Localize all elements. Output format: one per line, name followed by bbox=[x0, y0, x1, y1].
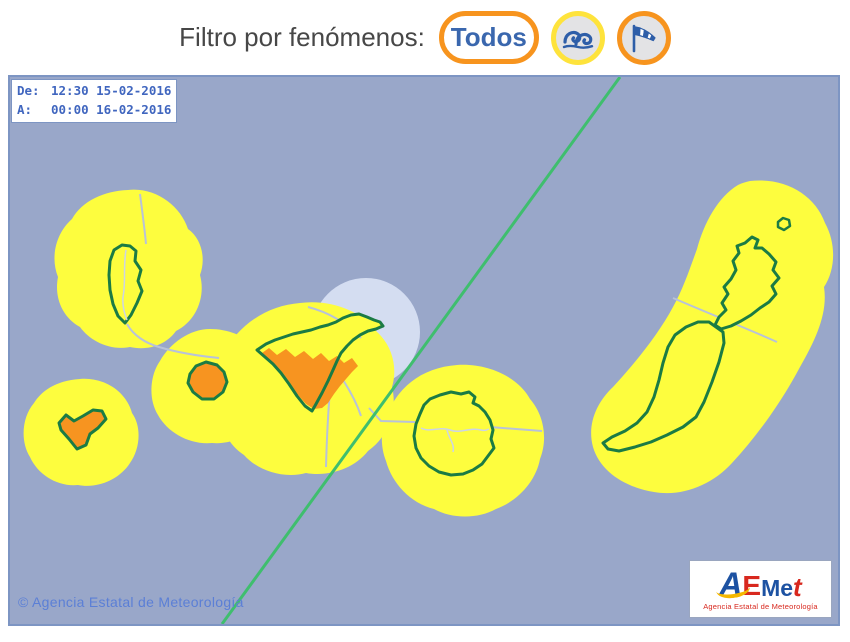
aemet-logo-letters: A E M e t bbox=[715, 565, 802, 602]
validity-from-row: De: 12:30 15-02-2016 bbox=[17, 82, 171, 101]
aemet-logo-caption: Agencia Estatal de Meteorología bbox=[703, 601, 818, 611]
filter-todos-button[interactable]: Todos bbox=[438, 11, 539, 64]
warnings-map[interactable]: De: 12:30 15-02-2016 A: 00:00 16-02-2016… bbox=[8, 75, 840, 626]
island-fuerteventura[interactable] bbox=[601, 320, 726, 453]
aemet-logo-letter: t bbox=[793, 571, 802, 602]
island-el-hierro[interactable] bbox=[57, 408, 108, 451]
boundary-la-palma-north bbox=[139, 193, 147, 245]
validity-period-box: De: 12:30 15-02-2016 A: 00:00 16-02-2016 bbox=[11, 79, 178, 123]
boundary-la-palma-gomera bbox=[126, 323, 220, 359]
filter-coastal-phenomena-button[interactable] bbox=[550, 10, 605, 65]
island-la-palma-inner-boundary bbox=[122, 249, 128, 321]
island-la-gomera[interactable] bbox=[186, 360, 229, 401]
island-la-graciosa[interactable] bbox=[776, 216, 792, 232]
aemet-logo-letter: A bbox=[719, 565, 743, 602]
validity-to-row: A: 00:00 16-02-2016 bbox=[17, 101, 171, 120]
aemet-logo: A E M e t Agencia Estatal de Meteorologí… bbox=[689, 560, 832, 618]
waves-icon bbox=[562, 30, 594, 49]
island-gran-canaria-inner-boundaries bbox=[420, 427, 490, 453]
canary-islands-warning-map bbox=[10, 77, 838, 624]
boundary-gran-canaria-west bbox=[368, 407, 416, 423]
aemet-logo-letter: M bbox=[761, 574, 781, 601]
validity-from-label: De: bbox=[17, 83, 40, 98]
aemet-logo-letter: E bbox=[742, 569, 762, 601]
filter-todos-label: Todos bbox=[450, 22, 527, 52]
island-la-palma[interactable] bbox=[107, 243, 144, 325]
aemet-logo-letter: e bbox=[780, 574, 794, 601]
copyright-notice: © Agencia Estatal de Meteorología bbox=[18, 594, 244, 610]
island-lanzarote[interactable] bbox=[713, 235, 781, 331]
validity-to-value: 00:00 16-02-2016 bbox=[51, 101, 172, 117]
validity-from-value: 12:30 15-02-2016 bbox=[51, 83, 172, 98]
filter-wind-phenomena-button[interactable] bbox=[616, 10, 671, 65]
boundary-gran-canaria-east bbox=[489, 426, 543, 432]
windsock-icon bbox=[632, 24, 656, 52]
filter-label: Filtro por fenómenos: bbox=[179, 22, 425, 52]
island-tenerife-outline bbox=[255, 312, 385, 413]
green-boundary-line bbox=[220, 77, 622, 624]
validity-to-label: A: bbox=[17, 101, 33, 117]
island-gran-canaria[interactable] bbox=[412, 390, 496, 477]
phenomena-filter-bar: Filtro por fenómenos: Todos bbox=[0, 0, 850, 75]
tenerife-orange-warning-area[interactable] bbox=[262, 348, 358, 409]
